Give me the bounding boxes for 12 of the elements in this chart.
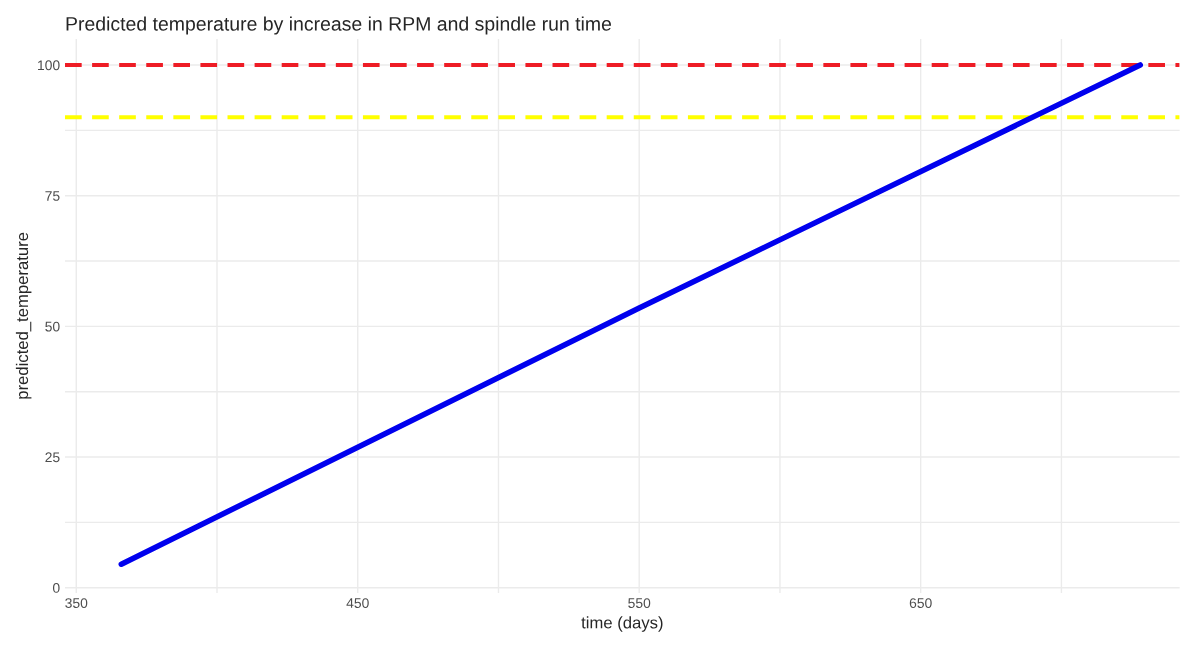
x-axis-title: time (days) [581,616,663,632]
x-tick-label: 450 [346,598,369,608]
y-tick-label: 25 [45,452,60,463]
x-tick-label: 350 [65,598,88,608]
y-tick-label: 100 [38,60,60,71]
chart-title: Predicted temperature by increase in RPM and spindle run time [66,16,612,35]
x-tick-label: 550 [628,598,651,608]
y-tick-label: 0 [52,583,60,593]
y-tick-label: 50 [45,321,60,332]
y-tick-label: 75 [45,191,60,201]
y-axis-title: predicted_temperature [15,232,32,399]
x-tick-label: 650 [909,598,932,608]
